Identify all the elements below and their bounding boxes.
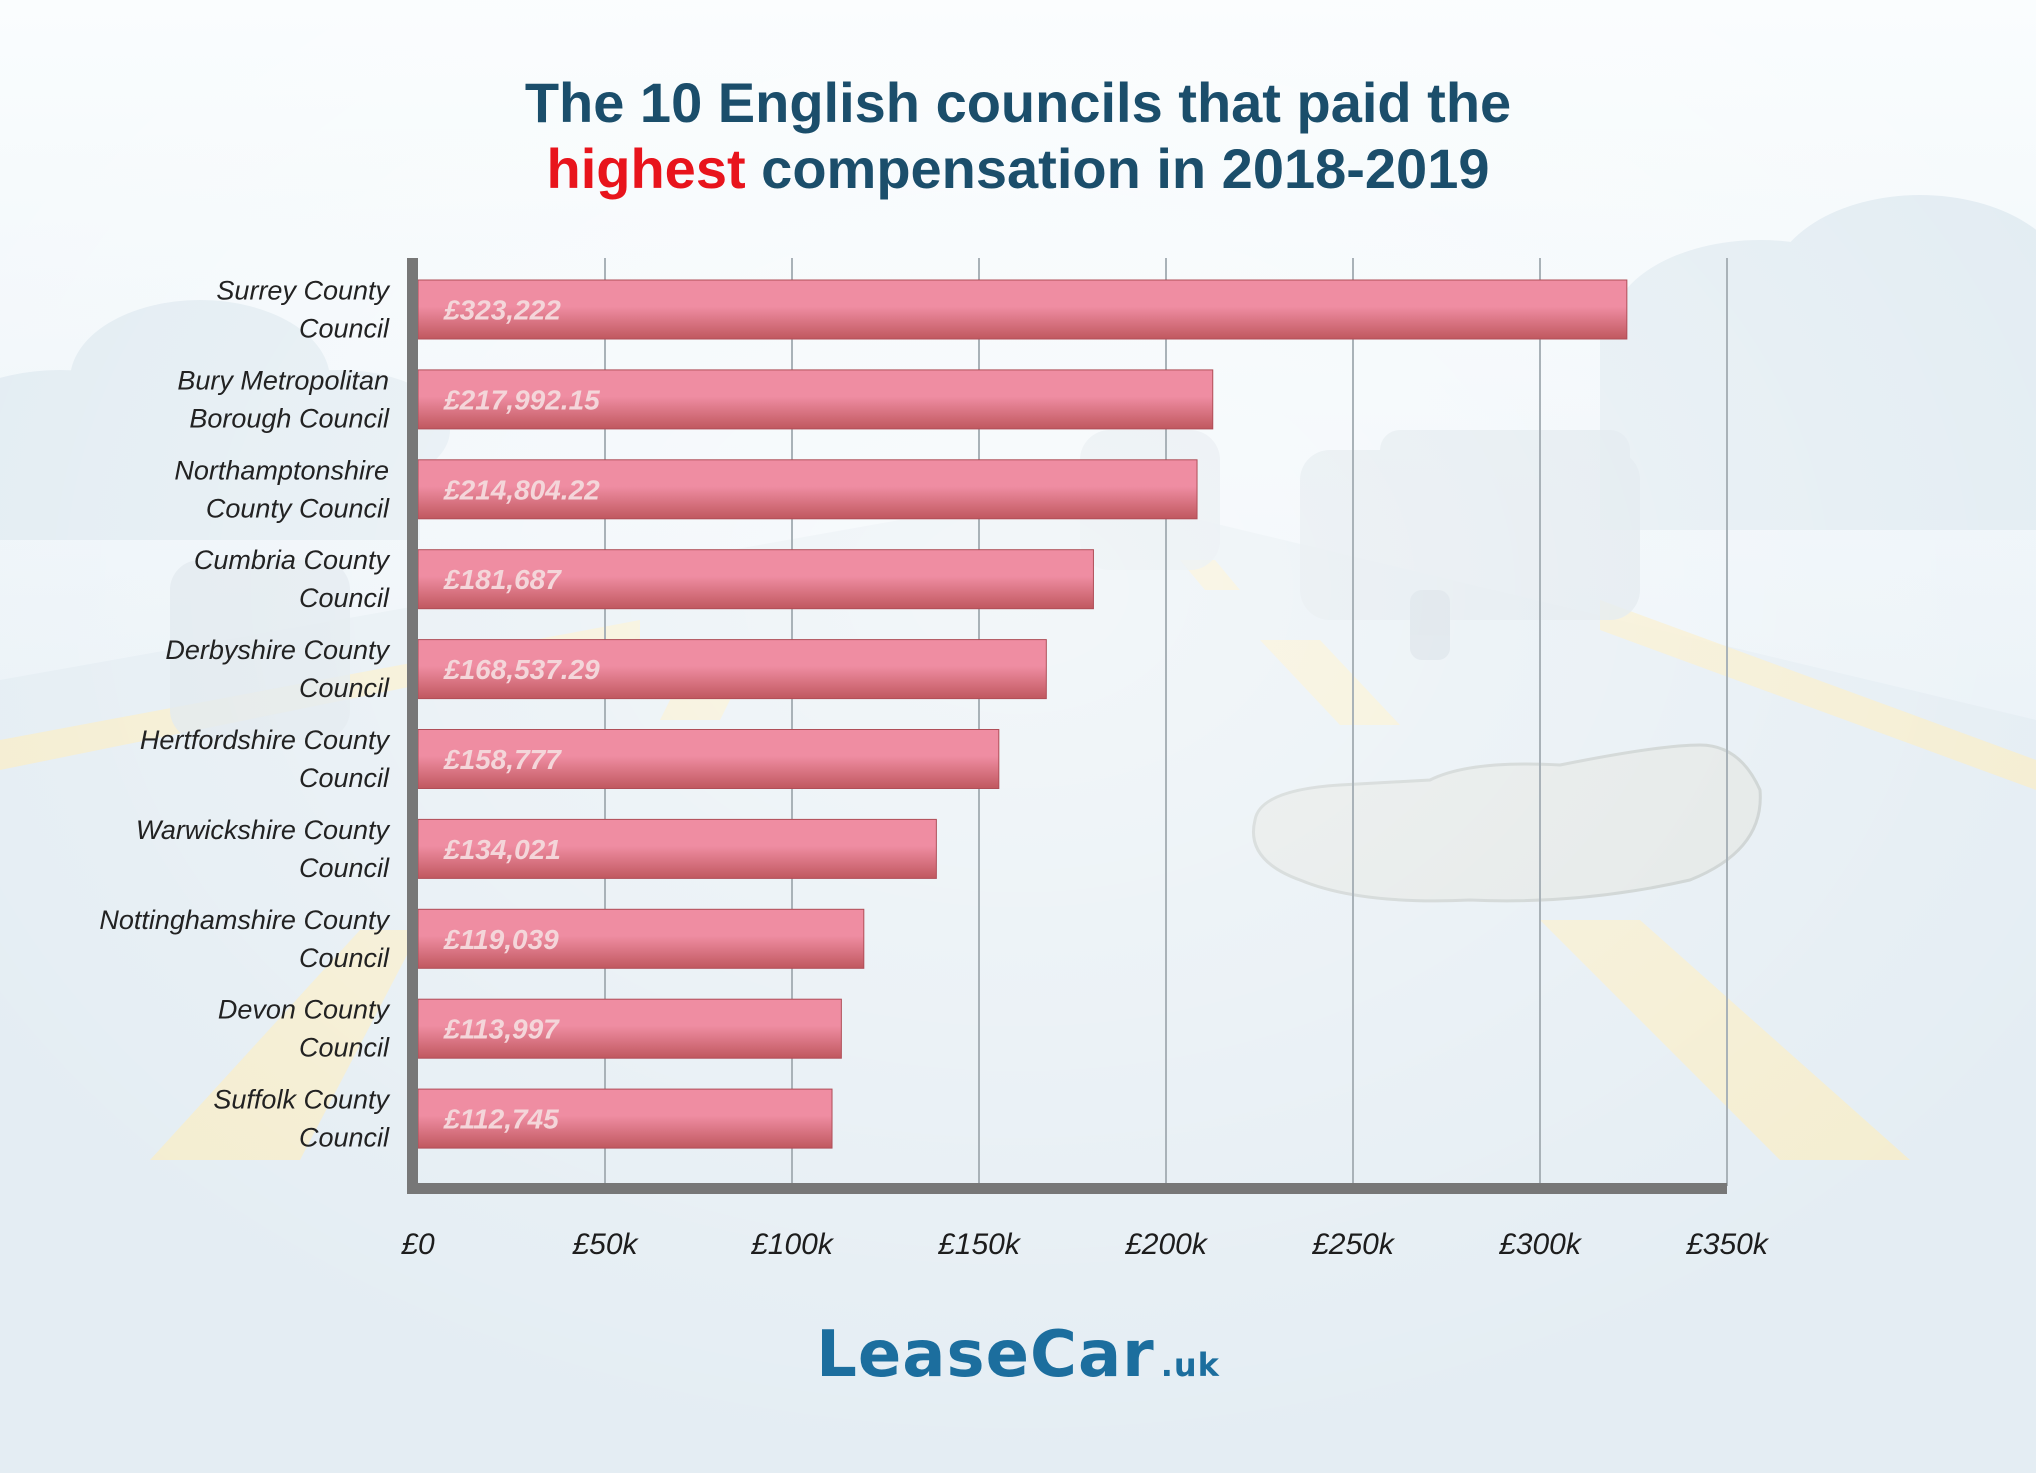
bar <box>417 459 1198 520</box>
bar <box>417 998 842 1059</box>
bar-value-label: £214,804.22 <box>443 474 600 505</box>
category-label: Suffolk County <box>213 1085 390 1115</box>
x-tick-label: £0 <box>400 1228 435 1261</box>
category-label: Council <box>299 673 390 703</box>
bar-value-label: £158,777 <box>443 744 562 775</box>
x-tick-labels: £0 £50k £100k £150k £200k £250k £300k £350k <box>400 1228 1770 1261</box>
category-label: Council <box>299 763 390 793</box>
category-label: Devon County <box>218 995 391 1025</box>
category-label: Council <box>299 314 390 344</box>
category-label: Derbyshire County <box>165 635 390 665</box>
axes-group <box>407 258 1727 1194</box>
x-tick-label: £200k <box>1124 1228 1209 1261</box>
category-label: Bury Metropolitan <box>177 365 389 395</box>
category-labels: Surrey County Council Bury Metropolitan Bor… <box>99 276 390 1153</box>
logo-name: LeaseCar <box>816 1318 1155 1392</box>
bar-value-label: £119,039 <box>443 924 559 955</box>
bar <box>417 639 1047 700</box>
bar-value-label: £113,997 <box>443 1014 560 1045</box>
x-axis-line <box>407 1183 1727 1194</box>
category-label: Council <box>299 1123 390 1153</box>
chart-title-line2: compensation in 2018-2019 <box>745 137 1490 201</box>
x-tick-label: £100k <box>750 1228 835 1261</box>
bars-group: £323,222 £217,992.15 £214,804.22 £181,687 £1… <box>417 279 1628 1149</box>
bar <box>417 729 1000 789</box>
x-tick-label: £250k <box>1311 1228 1396 1261</box>
leasecar-logo: LeaseCar .uk <box>0 1318 2036 1392</box>
bar <box>417 1088 833 1149</box>
category-label: Warwickshire County <box>136 815 391 845</box>
chart-title: The 10 English councils that paid the hig… <box>0 70 2036 202</box>
bar <box>417 369 1214 430</box>
category-label: Cumbria County <box>194 545 391 575</box>
category-label: County Council <box>206 493 390 523</box>
bar-value-label: £217,992.15 <box>443 384 600 415</box>
bar-value-label: £134,021 <box>443 834 561 865</box>
category-label: Borough Council <box>189 403 390 433</box>
category-label: Surrey County <box>216 276 390 306</box>
category-label: Nottinghamshire County <box>99 905 390 935</box>
y-axis-line <box>407 258 418 1194</box>
x-tick-label: £300k <box>1498 1228 1583 1261</box>
category-label: Council <box>299 943 390 973</box>
chart-title-highlight: highest <box>546 137 746 201</box>
category-label: Council <box>299 583 390 613</box>
category-label: Northamptonshire <box>174 455 389 485</box>
logo-tld: .uk <box>1160 1346 1220 1384</box>
x-tick-label: £50k <box>571 1228 639 1261</box>
category-label: Hertfordshire County <box>140 725 391 755</box>
bar <box>417 818 937 879</box>
bar-value-label: £112,745 <box>443 1104 559 1135</box>
bar <box>417 908 865 969</box>
bar-value-label: £168,537.29 <box>443 654 600 685</box>
x-tick-label: £350k <box>1685 1228 1770 1261</box>
bar <box>417 549 1094 610</box>
chart-title-line1: The 10 English councils that paid the <box>524 71 1512 134</box>
bar <box>417 279 1628 340</box>
category-label: Council <box>299 853 390 883</box>
category-label: Council <box>299 1033 390 1063</box>
x-tick-label: £150k <box>937 1228 1022 1261</box>
bar-value-label: £323,222 <box>443 295 561 326</box>
bar-value-label: £181,687 <box>443 564 562 595</box>
